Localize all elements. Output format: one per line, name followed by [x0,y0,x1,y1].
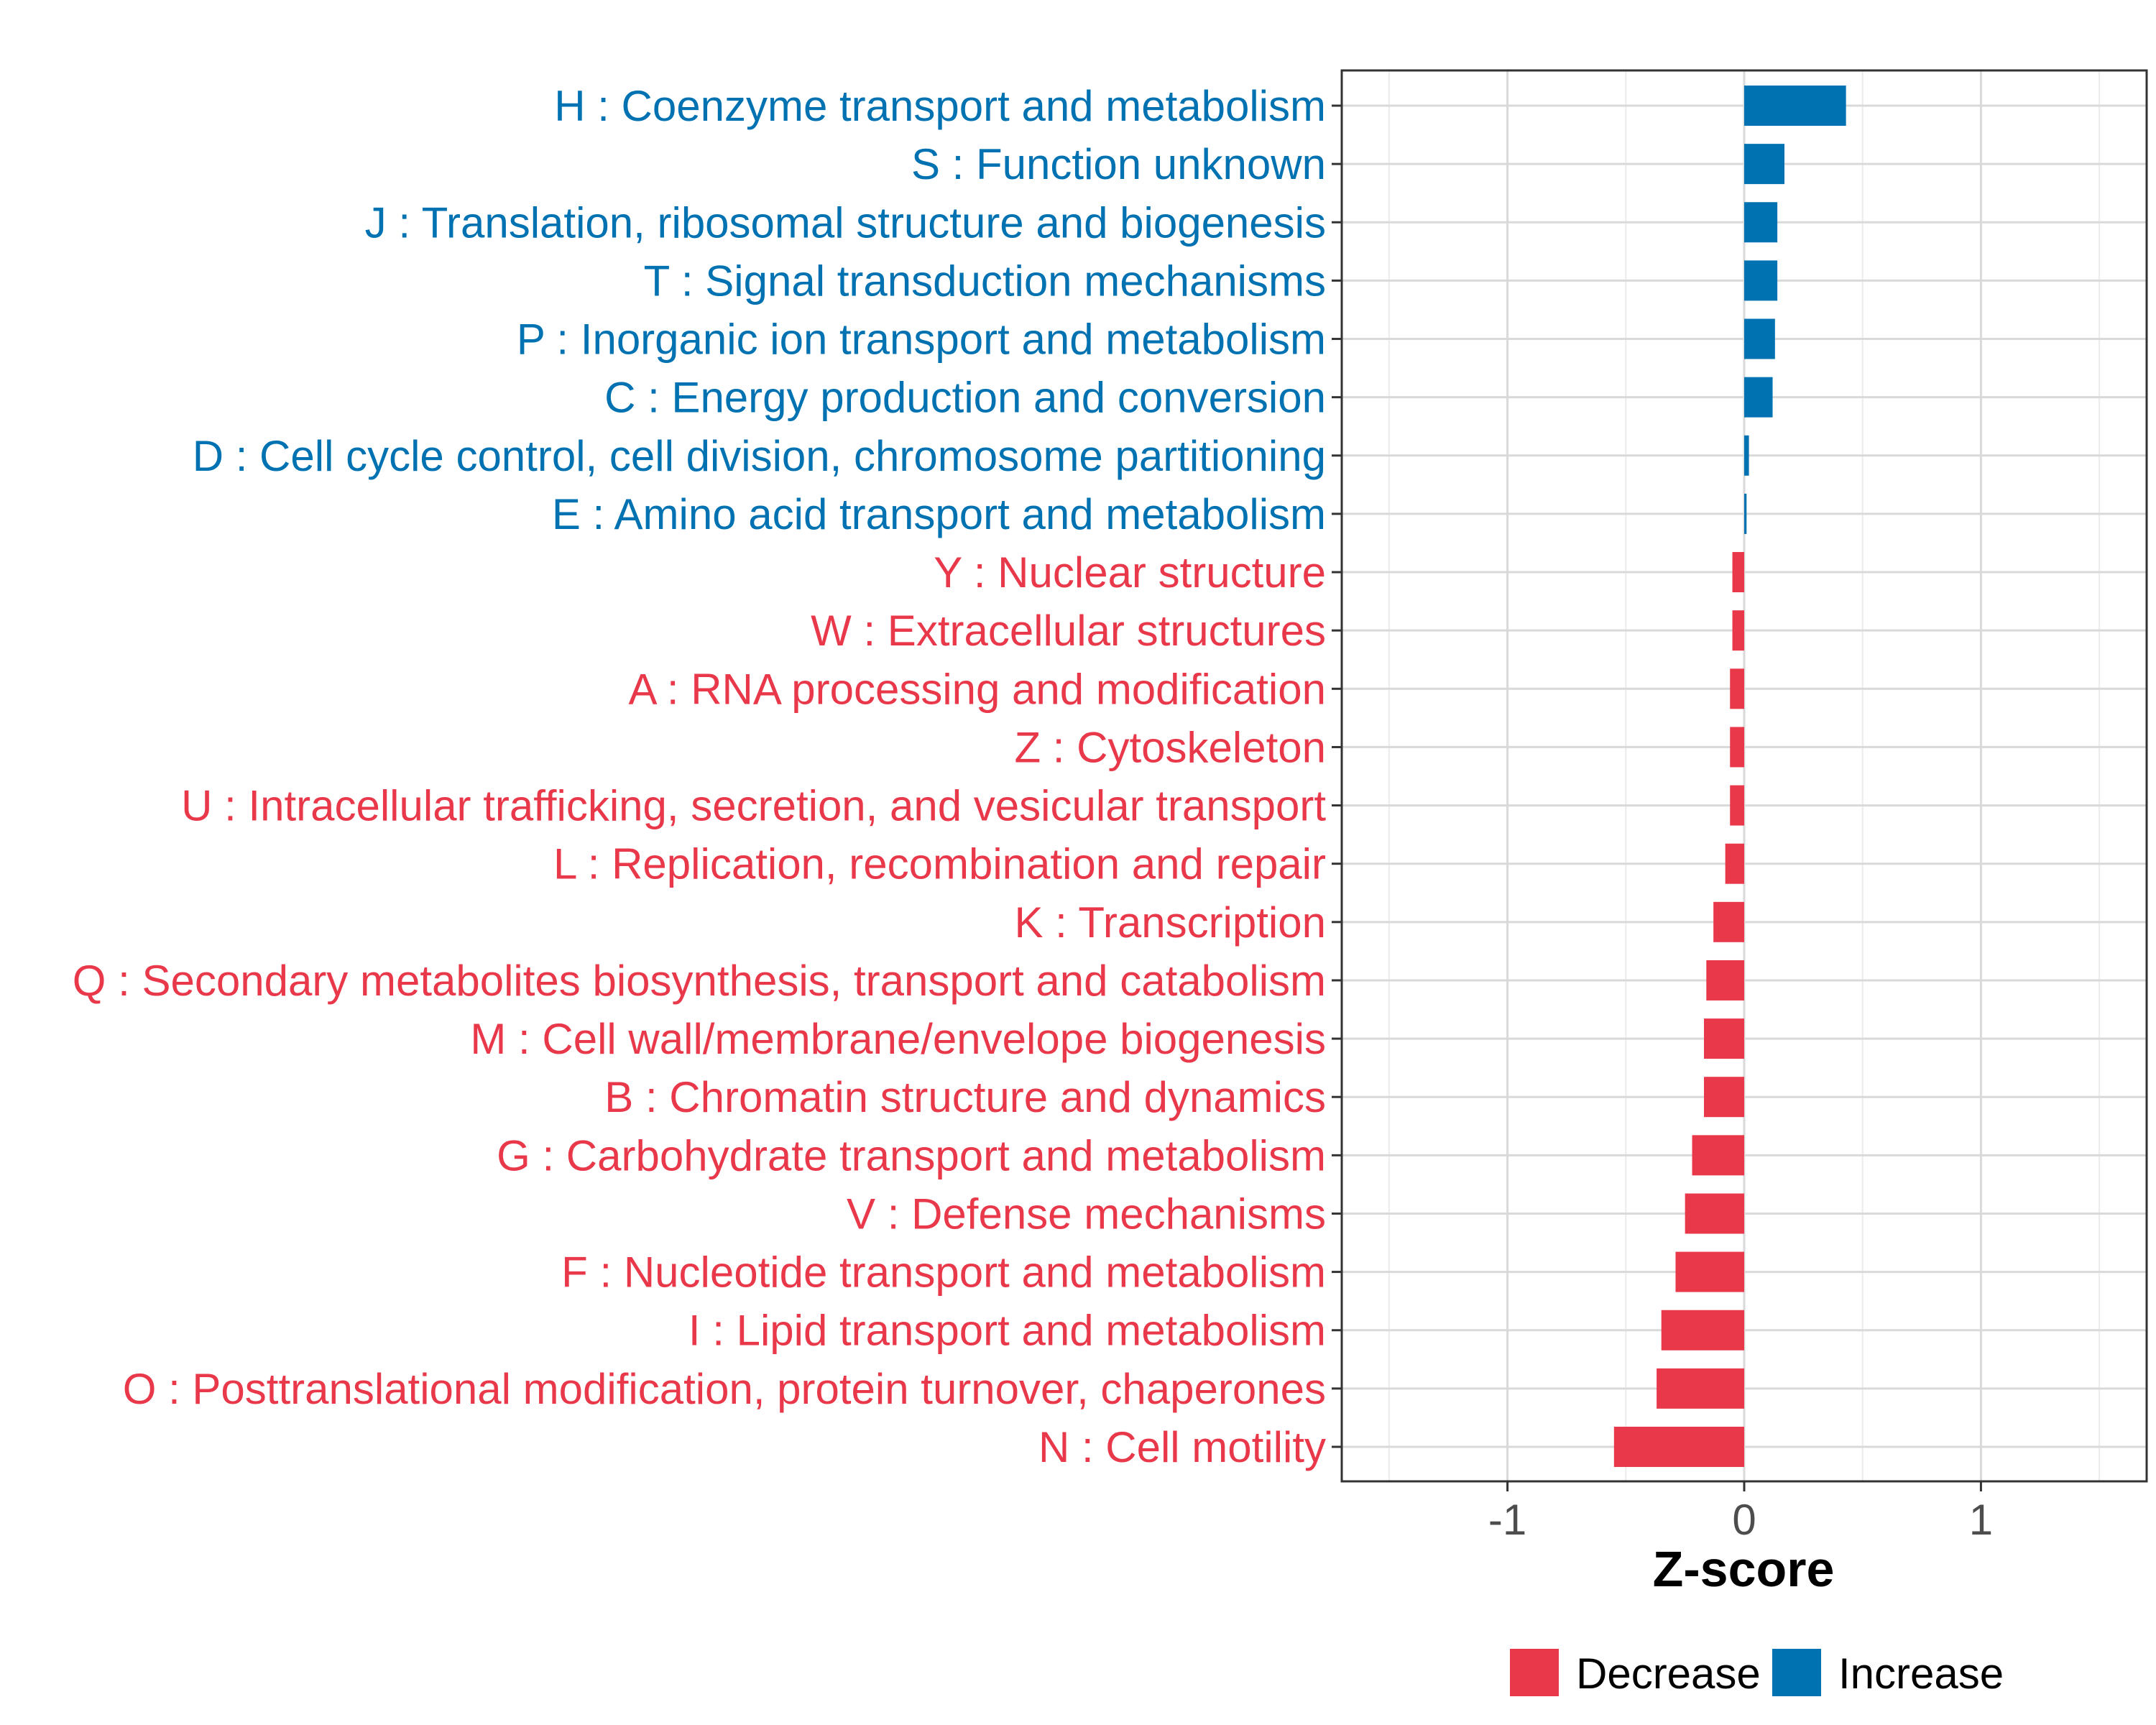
bar [1685,1193,1744,1234]
legend-swatch-decrease [1510,1649,1559,1696]
category-label: V : Defense mechanisms [847,1190,1326,1238]
bar [1692,1135,1744,1176]
bar [1744,260,1778,301]
bar [1675,1251,1744,1292]
category-label: N : Cell motility [1038,1423,1326,1471]
category-label: A : RNA processing and modification [628,665,1326,713]
bar [1744,318,1775,359]
category-label: F : Nucleotide transport and metabolism [561,1248,1326,1297]
category-label: D : Cell cycle control, cell division, c… [193,432,1326,480]
category-label: M : Cell wall/membrane/envelope biogenes… [470,1015,1326,1063]
category-labels: H : Coenzyme transport and metabolism S :… [73,82,1327,1471]
legend-label-decrease: Decrease [1576,1650,1761,1698]
category-label: K : Transcription [1014,898,1326,947]
category-label: Q : Secondary metabolites biosynthesis, … [73,957,1326,1005]
category-label: O : Posttranslational modification, prot… [123,1365,1326,1413]
category-label: L : Replication, recombination and repai… [553,840,1326,888]
category-label: W : Extracellular structures [811,607,1326,655]
legend-label-increase: Increase [1838,1650,2004,1698]
bar [1730,668,1744,709]
category-label: C : Energy production and conversion [604,374,1326,422]
category-label: U : Intracellular trafficking, secretion… [181,782,1326,830]
bar [1704,1077,1744,1118]
bar [1730,727,1744,768]
legend-swatch-increase [1772,1649,1821,1696]
x-axis-title: Z-score [1653,1541,1835,1597]
bar [1706,960,1744,1000]
legend: Decrease Increase [1510,1649,2004,1698]
category-label: H : Coenzyme transport and metabolism [554,82,1326,130]
bar [1730,785,1744,826]
x-axis-ticks: -1 0 1 [1488,1481,1993,1544]
bar [1744,86,1846,126]
bar [1732,552,1744,593]
category-label: S : Function unknown [911,140,1326,188]
category-label: J : Translation, ribosomal structure and… [365,198,1326,247]
bar [1744,377,1773,418]
bar [1661,1310,1744,1351]
bar [1657,1368,1744,1409]
category-label: Z : Cytoskeleton [1014,723,1326,771]
category-label: I : Lipid transport and metabolism [688,1307,1326,1355]
bars [1613,86,1846,1467]
category-label: G : Carbohydrate transport and metabolis… [497,1131,1326,1179]
bar [1725,843,1744,884]
bar [1613,1427,1744,1467]
bar [1704,1018,1744,1059]
category-label: E : Amino acid transport and metabolism [552,490,1326,538]
category-label: T : Signal transduction mechanisms [644,257,1326,305]
category-label: Y : Nuclear structure [934,548,1326,597]
bar [1744,202,1778,243]
y-axis-ticks [1332,104,1342,1448]
x-tick-label: 1 [1969,1496,1993,1544]
bar [1744,435,1749,476]
x-tick-label: -1 [1488,1496,1526,1544]
x-tick-label: 0 [1732,1496,1756,1544]
bar [1744,144,1784,185]
category-label: P : Inorganic ion transport and metaboli… [517,316,1326,364]
bar [1713,901,1744,942]
category-label: B : Chromatin structure and dynamics [604,1073,1326,1121]
bar [1732,610,1744,651]
bar [1744,493,1747,534]
